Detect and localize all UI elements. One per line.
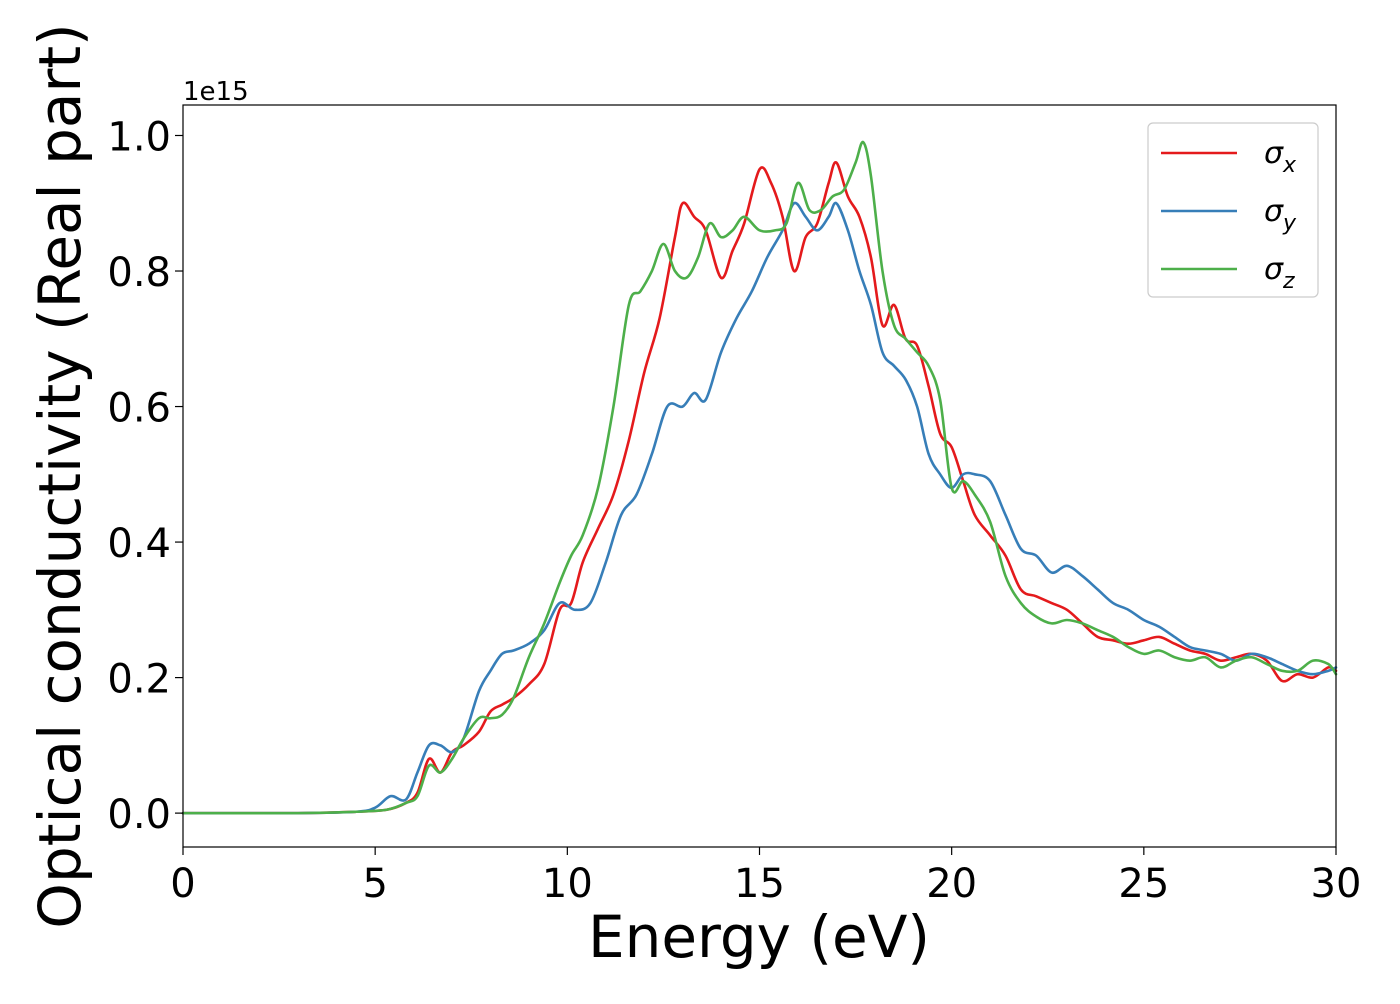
x-tick-label: 15 xyxy=(734,861,785,907)
legend: σx σy σz xyxy=(1147,122,1319,298)
y-tick-label: 0.4 xyxy=(107,521,171,567)
y-tick-label: 1.0 xyxy=(107,114,171,160)
legend-item-sigma-z: σz xyxy=(1161,252,1295,294)
y-tick-label: 0.8 xyxy=(107,250,171,296)
legend-label: σz xyxy=(1264,252,1295,294)
x-tick-label: 30 xyxy=(1311,861,1362,907)
y-tick-label: 0.0 xyxy=(107,792,171,838)
x-tick-label: 20 xyxy=(926,861,977,907)
x-tick-label: 10 xyxy=(542,861,593,907)
x-axis-label: Energy (eV) xyxy=(588,903,930,971)
series-line-sigma-y xyxy=(181,201,1338,815)
y-tick-label: 0.2 xyxy=(107,657,171,703)
y-offset-label: 1e15 xyxy=(183,77,249,107)
y-tick-label: 0.6 xyxy=(107,386,171,432)
legend-label: σx xyxy=(1264,136,1297,178)
legend-item-sigma-y: σy xyxy=(1161,194,1297,236)
y-axis: 0.0 0.2 0.4 0.6 0.8 1.0 xyxy=(107,114,183,838)
x-tick-label: 5 xyxy=(362,861,387,907)
y-axis-label: Optical conductivity (Real part) xyxy=(26,23,94,928)
series-line-sigma-z xyxy=(181,140,1338,815)
legend-label: σy xyxy=(1264,194,1297,236)
series-line-sigma-x xyxy=(181,161,1338,815)
legend-item-sigma-x: σx xyxy=(1161,136,1297,178)
x-tick-label: 25 xyxy=(1118,861,1169,907)
series-layer xyxy=(181,140,1338,815)
x-tick-label: 0 xyxy=(170,861,195,907)
x-axis: 0 5 10 15 20 25 30 xyxy=(170,847,1361,907)
